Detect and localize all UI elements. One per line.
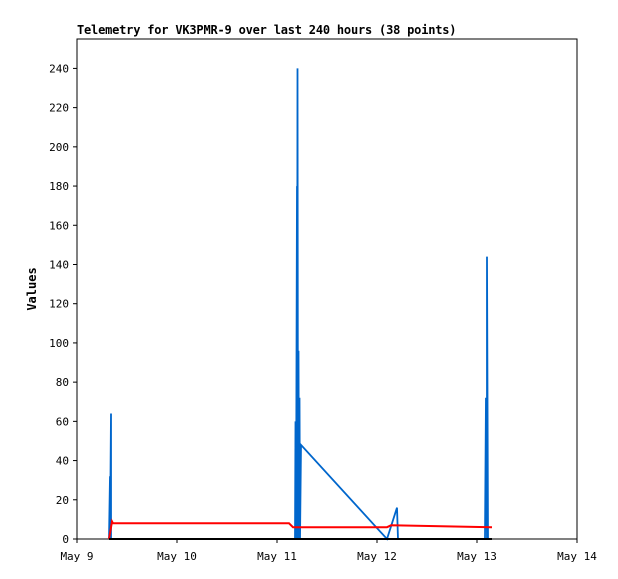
x-axis-ticks: May 9 May 10 May 11 May 12 May 13 May 14 (60, 539, 597, 563)
x-tick-label: May 11 (257, 550, 297, 563)
y-tick-label: 60 (56, 415, 69, 428)
y-axis-ticks: 0 20 40 60 80 100 120 140 160 180 200 220 240 (49, 62, 77, 546)
y-tick-label: 20 (56, 494, 69, 507)
x-tick-label: May 10 (157, 550, 197, 563)
y-tick-label: 240 (49, 62, 69, 75)
chart-title: Telemetry for VK3PMR-9 over last 240 hou… (77, 23, 457, 37)
series-line-1 (108, 68, 492, 541)
y-tick-label: 200 (49, 141, 69, 154)
y-tick-label: 40 (56, 455, 69, 468)
y-tick-label: 80 (56, 376, 69, 389)
y-tick-label: 180 (49, 180, 69, 193)
x-tick-label: May 13 (457, 550, 497, 563)
series-line-2 (108, 518, 493, 540)
y-axis-label: Values (25, 267, 39, 310)
y-tick-label: 140 (49, 258, 69, 271)
y-tick-label: 220 (49, 102, 69, 115)
x-tick-label: May 12 (357, 550, 397, 563)
series-layer (108, 68, 493, 541)
x-tick-label: May 14 (557, 550, 597, 563)
plot-frame (76, 38, 578, 540)
y-tick-label: 0 (62, 533, 69, 546)
x-tick-label: May 9 (60, 550, 93, 563)
y-tick-label: 160 (49, 219, 69, 232)
y-tick-label: 100 (49, 337, 69, 350)
y-tick-label: 120 (49, 298, 69, 311)
